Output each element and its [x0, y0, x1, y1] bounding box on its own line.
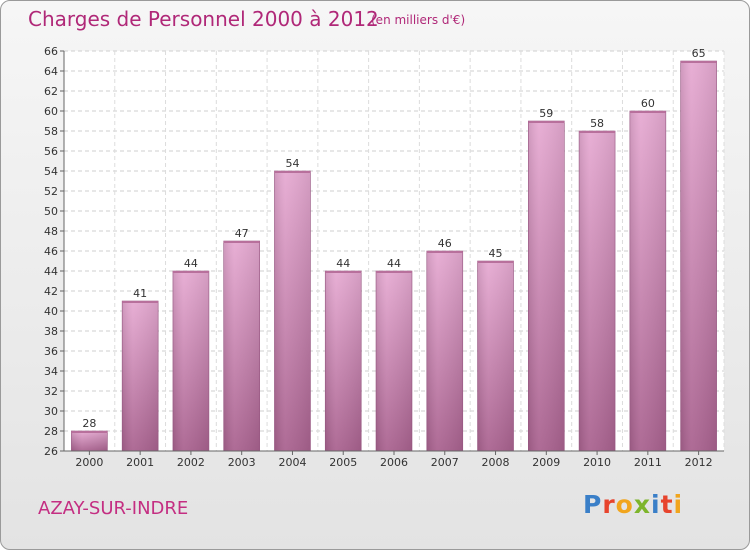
bar-shading — [579, 131, 616, 451]
bar-shading — [426, 251, 463, 451]
x-tick-label: 2002 — [177, 456, 205, 469]
bar-top-edge — [376, 271, 412, 273]
data-label: 65 — [692, 47, 706, 60]
y-tick-label: 48 — [44, 225, 58, 238]
y-tick-label: 56 — [44, 145, 58, 158]
bar-shading — [680, 61, 717, 451]
x-tick-label: 2000 — [75, 456, 103, 469]
bars: 28 41 44 47 54 44 44 46 45 59 58 60 65 — [71, 47, 717, 452]
bar-top-edge — [274, 171, 311, 173]
y-tick-label: 32 — [44, 385, 58, 398]
chart-subtitle: (en milliers d'€) — [371, 13, 466, 27]
y-tick-label: 52 — [44, 185, 58, 198]
data-label: 44 — [336, 257, 350, 270]
y-tick-label: 44 — [44, 265, 58, 278]
y-tick-label: 26 — [44, 445, 58, 458]
x-tick-label: 2009 — [532, 456, 560, 469]
bar-top-edge — [122, 301, 159, 303]
data-label: 58 — [590, 117, 604, 130]
x-tick-label: 2005 — [329, 456, 357, 469]
bar-top-edge — [579, 131, 616, 133]
y-tick-label: 62 — [44, 85, 58, 98]
bar-top-edge — [172, 271, 209, 273]
data-label: 46 — [438, 237, 452, 250]
y-tick-label: 30 — [44, 405, 58, 418]
axes: 26 28 30 32 34 36 38 40 42 44 46 48 50 52 54 56 58 60 62 64… — [44, 45, 724, 469]
bar-shading — [223, 241, 260, 451]
bar-shading — [629, 111, 666, 451]
x-tick-label: 2011 — [634, 456, 662, 469]
bar-top-edge — [223, 241, 260, 243]
x-tick-label: 2007 — [431, 456, 459, 469]
proxiti-logo: Proxiti — [583, 490, 684, 519]
x-tick-label: 2003 — [228, 456, 256, 469]
y-tick-label: 58 — [44, 125, 58, 138]
bar-shading — [528, 121, 565, 451]
y-tick-label: 64 — [44, 65, 58, 78]
data-label: 41 — [133, 287, 147, 300]
y-tick-label: 40 — [44, 305, 58, 318]
x-tick-label: 2008 — [482, 456, 510, 469]
data-label: 44 — [184, 257, 198, 270]
y-tick-label: 38 — [44, 325, 58, 338]
bar-shading — [325, 271, 362, 451]
x-tick-label: 2010 — [583, 456, 611, 469]
data-label: 45 — [489, 247, 503, 260]
y-tick-label: 54 — [44, 165, 58, 178]
data-label: 47 — [235, 227, 249, 240]
data-label: 44 — [387, 257, 401, 270]
bar-shading — [274, 171, 311, 451]
bar-shading — [376, 271, 412, 451]
y-tick-label: 36 — [44, 345, 58, 358]
bar-top-edge — [680, 61, 717, 63]
bar-top-edge — [528, 121, 565, 123]
y-tick-label: 66 — [44, 45, 58, 58]
data-label: 28 — [82, 417, 96, 430]
data-label: 59 — [539, 107, 553, 120]
y-tick-label: 60 — [44, 105, 58, 118]
bar-shading — [172, 271, 209, 451]
chart-title: Charges de Personnel 2000 à 2012 — [28, 7, 379, 31]
x-tick-label: 2004 — [278, 456, 306, 469]
bar-shading — [477, 261, 514, 451]
y-tick-label: 28 — [44, 425, 58, 438]
y-tick-label: 42 — [44, 285, 58, 298]
bar-shading — [122, 301, 159, 451]
commune-name: AZAY-SUR-INDRE — [38, 498, 189, 519]
y-tick-label: 46 — [44, 245, 58, 258]
bar-shading — [71, 431, 108, 451]
data-label: 60 — [641, 97, 655, 110]
bar-top-edge — [426, 251, 463, 253]
data-label: 54 — [285, 157, 299, 170]
bar-top-edge — [325, 271, 362, 273]
x-tick-label: 2001 — [126, 456, 154, 469]
y-tick-label: 50 — [44, 205, 58, 218]
bar-top-edge — [477, 261, 514, 263]
x-tick-label: 2006 — [380, 456, 408, 469]
bar-top-edge — [71, 431, 108, 433]
x-tick-label: 2012 — [685, 456, 713, 469]
bar-top-edge — [629, 111, 666, 113]
y-tick-label: 34 — [44, 365, 58, 378]
